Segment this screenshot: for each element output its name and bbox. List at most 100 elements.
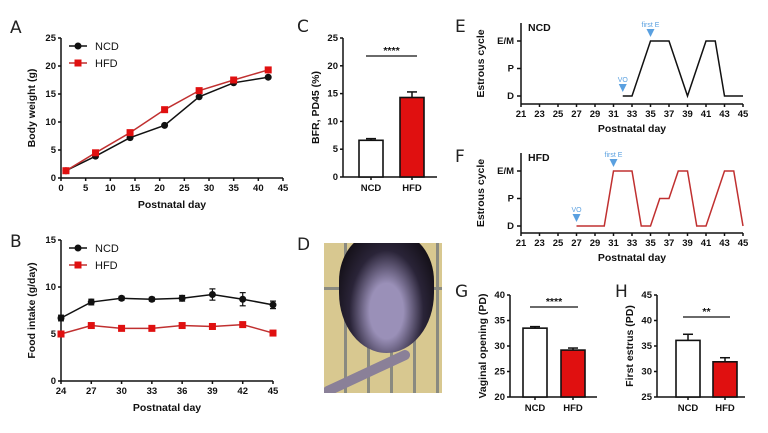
legend-label-NCD: NCD <box>95 41 119 53</box>
legend-label-HFD: HFD <box>95 260 118 272</box>
y-axis-label: Body weight (g) <box>26 69 38 148</box>
y-tick-label: 15 <box>45 89 56 100</box>
x-tick-label: 42 <box>237 386 248 397</box>
x-tick-label: 29 <box>590 238 601 249</box>
y-tick-label: 20 <box>45 61 56 72</box>
x-tick-label: 30 <box>116 386 127 397</box>
data-point-NCD <box>208 291 216 299</box>
y-tick-label: 35 <box>494 316 505 327</box>
y-axis-label: Food intake (g/day) <box>26 262 38 358</box>
data-point-HFD <box>208 322 216 330</box>
series-line-HFD <box>60 323 274 335</box>
bar-NCD <box>358 139 384 178</box>
data-point-HFD <box>264 66 272 74</box>
y-axis-label: First estrus (PD) <box>624 305 636 387</box>
x-tick-label: 20 <box>154 183 165 194</box>
x-tick-label: 27 <box>86 386 97 397</box>
x-tick-label: 35 <box>228 183 239 194</box>
data-point-HFD <box>57 330 65 338</box>
panel-label-B: B <box>10 232 22 252</box>
x-tick-label-NCD: NCD <box>525 403 546 414</box>
y-tick-label: 0 <box>333 172 338 183</box>
y-tick-label: D <box>507 91 514 102</box>
y-tick-label: E/M <box>497 36 514 47</box>
panel-label-F: F <box>455 147 465 167</box>
x-tick-label: 15 <box>130 183 141 194</box>
x-tick-label: 39 <box>682 109 693 120</box>
y-tick-label: 40 <box>494 290 505 301</box>
annotation-VO: VO <box>571 207 582 214</box>
panel-label-G: G <box>455 282 468 302</box>
y-tick-label: 0 <box>51 376 56 387</box>
legend-marker-HFD <box>74 59 82 67</box>
x-tick-label: 41 <box>701 238 712 249</box>
legend-marker-NCD <box>74 244 82 252</box>
y-tick-label: 5 <box>51 145 57 156</box>
y-tick-label: 30 <box>641 367 652 378</box>
panel-title: NCD <box>528 22 551 34</box>
marker-triangle-icon <box>646 29 655 37</box>
data-point-HFD <box>239 321 247 329</box>
data-point-HFD <box>178 322 186 330</box>
x-axis-label: Postnatal day <box>598 123 666 135</box>
y-tick-label: 45 <box>641 290 652 301</box>
y-tick-label: 35 <box>641 341 652 352</box>
y-tick-label: 10 <box>327 116 338 127</box>
y-tick-label: 20 <box>327 61 338 72</box>
data-point-HFD <box>62 167 70 175</box>
data-point-HFD <box>161 106 169 114</box>
y-tick-label: 30 <box>494 341 505 352</box>
y-axis-label: BFR, PD45 (%) <box>310 71 322 144</box>
x-tick-label: 27 <box>571 238 582 249</box>
y-axis-label: Estrous cycle <box>475 29 487 97</box>
y-tick-label: 25 <box>641 392 652 403</box>
x-tick-label: 31 <box>608 238 619 249</box>
data-point-HFD <box>230 76 238 84</box>
x-tick-label: 25 <box>553 109 564 120</box>
data-point-NCD <box>195 93 203 101</box>
x-tick-label: 45 <box>278 183 289 194</box>
marker-triangle-icon <box>609 159 618 167</box>
x-tick-label: 23 <box>534 109 545 120</box>
x-tick-label: 36 <box>177 386 188 397</box>
x-axis-label: Postnatal day <box>598 252 666 264</box>
annotation-first-E: first E <box>605 152 623 159</box>
x-tick-label: 35 <box>645 238 656 249</box>
x-tick-label: 25 <box>553 238 564 249</box>
x-tick-label: 39 <box>682 238 693 249</box>
x-tick-label-HFD: HFD <box>563 403 583 414</box>
data-point-NCD <box>57 314 65 322</box>
data-point-HFD <box>118 324 126 332</box>
x-tick-label: 39 <box>207 386 218 397</box>
x-tick-label: 30 <box>204 183 215 194</box>
data-point-HFD <box>126 129 134 137</box>
y-tick-label: 10 <box>45 282 56 293</box>
x-tick-label: 31 <box>608 109 619 120</box>
y-tick-label: 25 <box>45 33 56 44</box>
x-tick-label: 35 <box>645 109 656 120</box>
mouse-body <box>339 243 434 353</box>
x-tick-label: 33 <box>627 109 638 120</box>
x-tick-label-NCD: NCD <box>361 183 382 194</box>
y-tick-label: 20 <box>494 392 505 403</box>
bar-HFD <box>560 349 586 398</box>
x-tick-label: 23 <box>534 238 545 249</box>
y-tick-label: 25 <box>327 33 338 44</box>
x-tick-label: 41 <box>701 109 712 120</box>
marker-triangle-icon <box>572 214 581 222</box>
mouse-photo <box>324 243 442 393</box>
x-tick-label: 27 <box>571 109 582 120</box>
x-tick-label: 10 <box>105 183 116 194</box>
data-point-NCD <box>118 294 126 302</box>
x-tick-label: 43 <box>719 238 730 249</box>
bar-NCD <box>522 327 548 398</box>
y-tick-label: 0 <box>51 173 56 184</box>
x-tick-label-HFD: HFD <box>402 183 422 194</box>
y-tick-label: 10 <box>45 117 56 128</box>
significance-stars: **** <box>546 296 563 308</box>
data-point-HFD <box>269 329 277 337</box>
panel-label-E: E <box>455 17 466 37</box>
y-tick-label: 15 <box>327 89 338 100</box>
y-tick-label: P <box>508 194 515 205</box>
y-tick-label: E/M <box>497 166 514 177</box>
